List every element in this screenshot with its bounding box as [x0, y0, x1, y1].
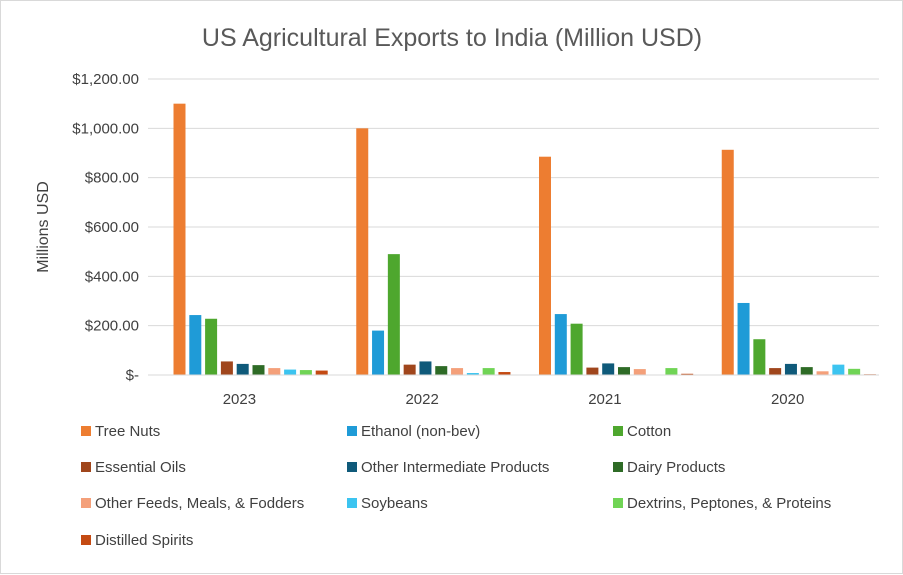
- legend-swatch: [613, 426, 623, 436]
- bar-essential-oils-2022: [404, 365, 416, 375]
- bar-soybeans-2023: [284, 370, 296, 375]
- legend-label: Cotton: [627, 423, 671, 440]
- y-tick-label: $600.00: [85, 219, 139, 236]
- bar-essential-oils-2021: [586, 368, 598, 375]
- bar-other-feeds-meals-fodders-2021: [634, 369, 646, 375]
- bar-other-intermediate-products-2020: [785, 364, 797, 375]
- x-tick-labels: 2023 2022 2021 2020: [223, 391, 805, 408]
- bar-dairy-products-2021: [618, 367, 630, 375]
- bar-cotton-2021: [571, 324, 583, 375]
- bar-cotton-2023: [205, 319, 217, 375]
- bar-dextrins-peptones-proteins-2023: [300, 370, 312, 375]
- bar-dextrins-peptones-proteins-2022: [483, 368, 495, 375]
- legend-swatch: [81, 426, 91, 436]
- bar-dairy-products-2022: [435, 366, 447, 375]
- gridlines: [148, 79, 879, 326]
- y-tick-label: $800.00: [85, 170, 139, 187]
- bar-ethanol-non-bev--2020: [738, 303, 750, 375]
- bar-tree-nuts-2021: [539, 157, 551, 375]
- legend-label: Essential Oils: [95, 459, 186, 476]
- bar-ethanol-non-bev--2022: [372, 331, 384, 375]
- bar-dextrins-peptones-proteins-2020: [848, 369, 860, 375]
- bar-dairy-products-2020: [801, 367, 813, 375]
- bar-cotton-2020: [753, 339, 765, 375]
- bar-ethanol-non-bev--2023: [189, 315, 201, 375]
- bar-distilled-spirits-2023: [316, 371, 328, 375]
- bar-cotton-2022: [388, 254, 400, 375]
- y-tick-label: $-: [126, 367, 139, 384]
- bars: [174, 104, 876, 375]
- y-axis-label: Millions USD: [35, 181, 52, 273]
- bar-tree-nuts-2020: [722, 150, 734, 375]
- legend-label: Dairy Products: [627, 459, 725, 476]
- legend: Tree Nuts Ethanol (non-bev) Cotton Essentia…: [81, 423, 831, 549]
- legend-swatch: [347, 498, 357, 508]
- legend-swatch: [81, 498, 91, 508]
- bar-other-feeds-meals-fodders-2022: [451, 368, 463, 375]
- legend-label: Tree Nuts: [95, 423, 160, 440]
- legend-label: Ethanol (non-bev): [361, 423, 480, 440]
- bar-other-intermediate-products-2021: [602, 363, 614, 375]
- legend-label: Other Intermediate Products: [361, 459, 549, 476]
- bar-dextrins-peptones-proteins-2021: [665, 368, 677, 375]
- x-tick-label: 2021: [588, 391, 621, 408]
- legend-swatch: [81, 535, 91, 545]
- x-tick-label: 2023: [223, 391, 256, 408]
- chart-title: US Agricultural Exports to India (Millio…: [202, 24, 702, 52]
- legend-swatch: [613, 462, 623, 472]
- x-tick-label: 2022: [405, 391, 438, 408]
- bar-soybeans-2020: [832, 365, 844, 375]
- y-tick-labels: $- $200.00 $400.00 $600.00 $800.00 $1,000.00 $…: [72, 71, 139, 384]
- bar-other-intermediate-products-2022: [419, 361, 431, 375]
- y-tick-label: $400.00: [85, 268, 139, 285]
- y-tick-label: $200.00: [85, 318, 139, 335]
- legend-swatch: [347, 462, 357, 472]
- legend-label: Other Feeds, Meals, & Fodders: [95, 495, 304, 512]
- bar-dairy-products-2023: [253, 365, 265, 375]
- bar-essential-oils-2023: [221, 361, 233, 375]
- x-tick-label: 2020: [771, 391, 804, 408]
- bar-ethanol-non-bev--2021: [555, 314, 567, 375]
- bar-tree-nuts-2023: [174, 104, 186, 375]
- bar-other-intermediate-products-2023: [237, 364, 249, 375]
- legend-label: Soybeans: [361, 495, 428, 512]
- bar-other-feeds-meals-fodders-2020: [817, 371, 829, 375]
- bar-other-feeds-meals-fodders-2023: [268, 368, 280, 375]
- legend-swatch: [613, 498, 623, 508]
- legend-label: Dextrins, Peptones, & Proteins: [627, 495, 831, 512]
- legend-swatch: [347, 426, 357, 436]
- legend-label: Distilled Spirits: [95, 532, 193, 549]
- y-tick-label: $1,200.00: [72, 71, 139, 88]
- bar-essential-oils-2020: [769, 368, 781, 375]
- bar-tree-nuts-2022: [356, 128, 368, 375]
- legend-swatch: [81, 462, 91, 472]
- y-tick-label: $1,000.00: [72, 120, 139, 137]
